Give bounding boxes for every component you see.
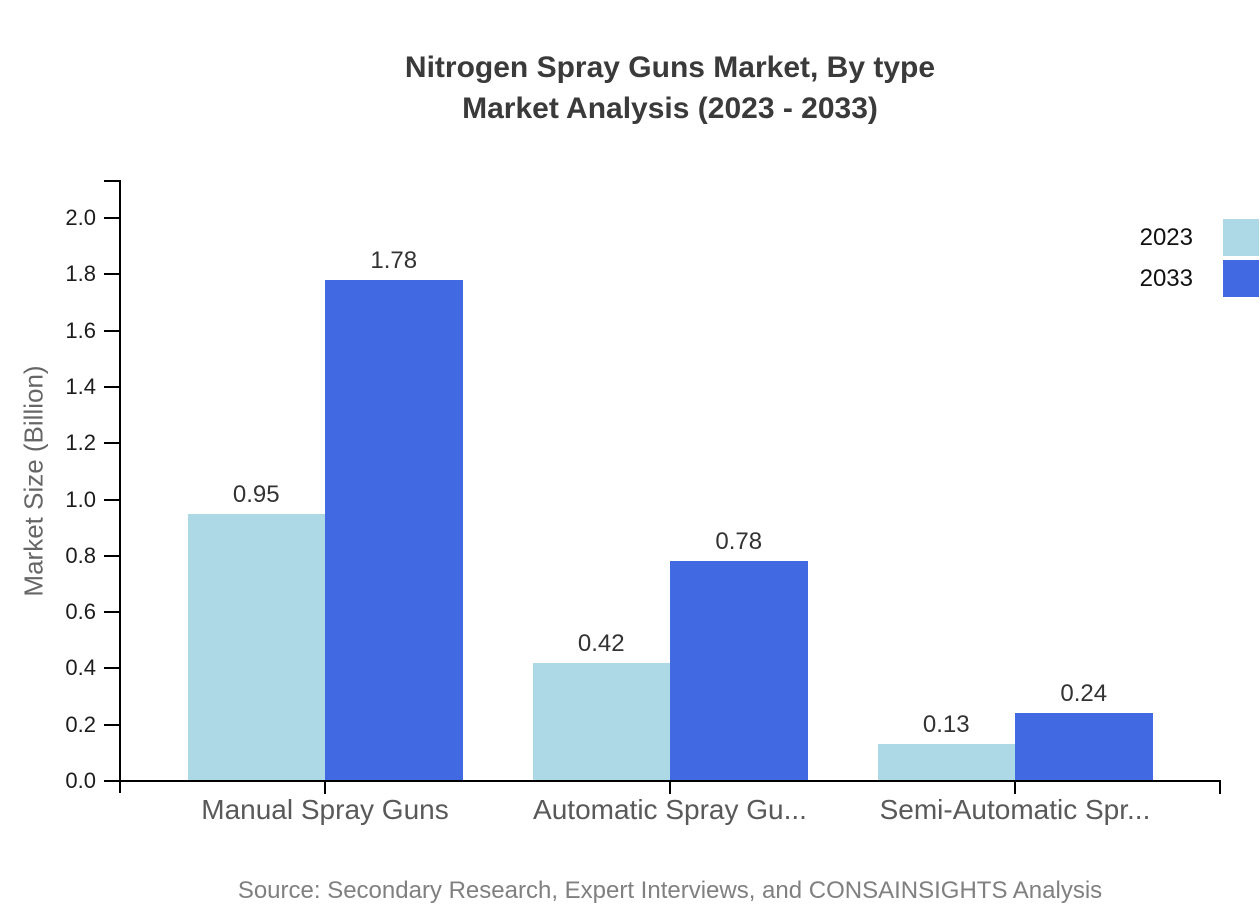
legend-swatch <box>1223 260 1259 297</box>
bar-2023-0 <box>187 513 325 782</box>
y-axis-tick <box>104 329 120 332</box>
x-axis-tick-label: Automatic Spray Gu... <box>533 794 807 825</box>
y-axis-tick <box>104 442 120 445</box>
x-axis-tick <box>1014 781 1016 794</box>
y-axis-line <box>119 180 121 793</box>
y-axis-tick <box>104 780 120 782</box>
legend-swatch <box>1223 219 1259 256</box>
bar-value-label: 0.78 <box>715 528 763 556</box>
chart-title-line1: Nitrogen Spray Guns Market, By type <box>404 51 936 84</box>
y-axis-tick <box>104 611 120 614</box>
y-axis-tick-label: 1.6 <box>65 317 96 343</box>
y-axis-tick-label: 0.2 <box>65 711 96 737</box>
x-axis-line <box>104 780 1221 782</box>
y-axis-tick-label: 0.8 <box>65 542 96 568</box>
bar-2033-0 <box>325 279 463 782</box>
chart-title-line2: Market Analysis (2023 - 2033) <box>462 92 878 125</box>
bar-value-label: 0.13 <box>922 711 970 739</box>
x-axis-tick-label: Manual Spray Guns <box>201 794 449 825</box>
bar-value-label: 0.95 <box>232 480 280 508</box>
y-axis-tick-label: 1.2 <box>65 430 96 456</box>
y-axis-tick <box>104 217 120 219</box>
y-axis-tick-label: 1.0 <box>65 486 96 512</box>
x-axis-tick <box>324 781 326 794</box>
y-axis-tick <box>104 385 120 388</box>
x-axis-end-tick <box>1219 780 1221 794</box>
legend-item-2033: 2033 <box>1140 260 1259 297</box>
y-axis-tick-label: 2.0 <box>65 205 96 230</box>
x-axis-tick-label: Semi-Automatic Spr... <box>879 794 1151 825</box>
bar-2023-2 <box>877 744 1015 782</box>
y-axis-tick <box>104 498 120 501</box>
y-axis-tick-label: 1.8 <box>65 261 96 287</box>
y-axis-tick-label: 1.4 <box>65 373 96 399</box>
bar-value-label: 1.78 <box>370 246 418 274</box>
source-note: Source: Secondary Research, Expert Inter… <box>237 877 1103 904</box>
legend-label: 2033 <box>1139 264 1193 292</box>
y-axis-tick <box>104 667 120 670</box>
y-axis-tick <box>104 273 120 276</box>
bar-value-label: 0.42 <box>577 629 625 657</box>
legend: 2023 2033 <box>1140 219 1259 297</box>
bar-value-label: 0.24 <box>1060 680 1108 708</box>
legend-item-2023: 2023 <box>1140 219 1259 256</box>
y-axis-tick-label: 0.6 <box>65 599 96 625</box>
y-axis-tick-label: 0.0 <box>65 768 96 793</box>
y-axis-tick-label: 0.4 <box>65 655 96 681</box>
bar-2033-1 <box>670 561 808 782</box>
chart-title: Nitrogen Spray Guns Market, By type Mark… <box>120 47 1220 129</box>
x-axis-tick <box>669 781 671 794</box>
y-axis-end-tick <box>104 180 121 182</box>
bar-2033-2 <box>1015 713 1153 782</box>
bar-2023-1 <box>532 662 670 782</box>
legend-label: 2023 <box>1139 223 1193 251</box>
y-axis-tick <box>104 723 120 726</box>
y-axis-tick <box>104 554 120 557</box>
